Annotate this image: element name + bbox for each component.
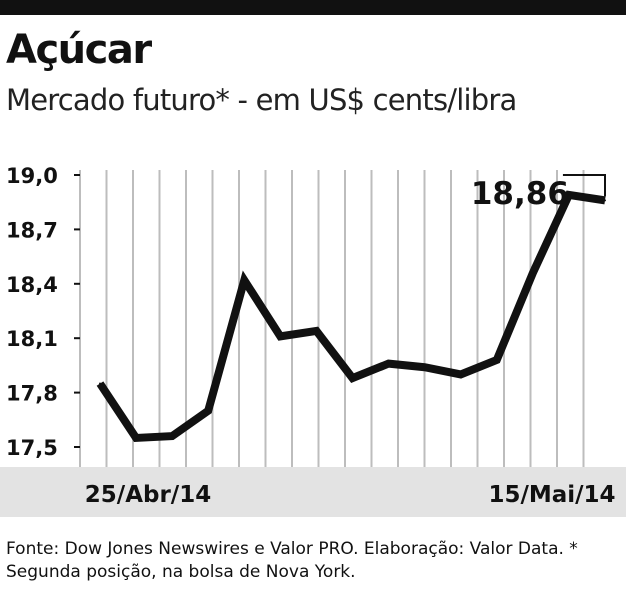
data-point [207, 409, 210, 412]
line-chart: 17,5 17,8 18,1 18,4 18,7 19,0 25/Abr/14 15/Mai… [0, 164, 626, 517]
data-point [459, 373, 462, 376]
x-tick-label: 25/Abr/14 [85, 482, 211, 508]
y-tick-label: 19,0 [6, 164, 58, 188]
x-axis-band [0, 467, 626, 517]
y-axis-ticks: 17,5 17,8 18,1 18,4 18,7 19,0 [6, 164, 80, 460]
y-tick-label: 17,8 [6, 382, 58, 406]
y-tick-label: 17,5 [6, 436, 58, 460]
top-bar [0, 0, 626, 15]
y-tick-label: 18,4 [6, 273, 58, 297]
data-point [171, 435, 174, 438]
y-tick-label: 18,7 [6, 218, 58, 242]
price-series-line [96, 190, 606, 443]
annotation-label: 18,86 [471, 176, 569, 212]
data-point [531, 271, 534, 274]
y-tick-label: 18,1 [6, 327, 58, 351]
data-point [135, 436, 138, 439]
data-point [604, 199, 606, 202]
grid-lines [79, 170, 585, 467]
x-tick-label: 15/Mai/14 [488, 482, 615, 508]
data-point [315, 329, 318, 332]
data-point [351, 377, 354, 380]
data-point [567, 193, 570, 196]
x-axis-ticks: 25/Abr/14 15/Mai/14 [85, 482, 616, 508]
data-point [99, 382, 101, 385]
chart-title: Açúcar [6, 27, 152, 73]
data-point [387, 362, 390, 365]
data-points [99, 193, 606, 439]
data-point [495, 358, 498, 361]
chart-subtitle: Mercado futuro* - em US$ cents/libra [6, 83, 517, 117]
data-point [279, 335, 282, 338]
annotation-bracket [562, 174, 606, 197]
source-note: Fonte: Dow Jones Newswires e Valor PRO. … [6, 539, 578, 582]
data-point [243, 279, 246, 282]
data-point [423, 366, 426, 369]
